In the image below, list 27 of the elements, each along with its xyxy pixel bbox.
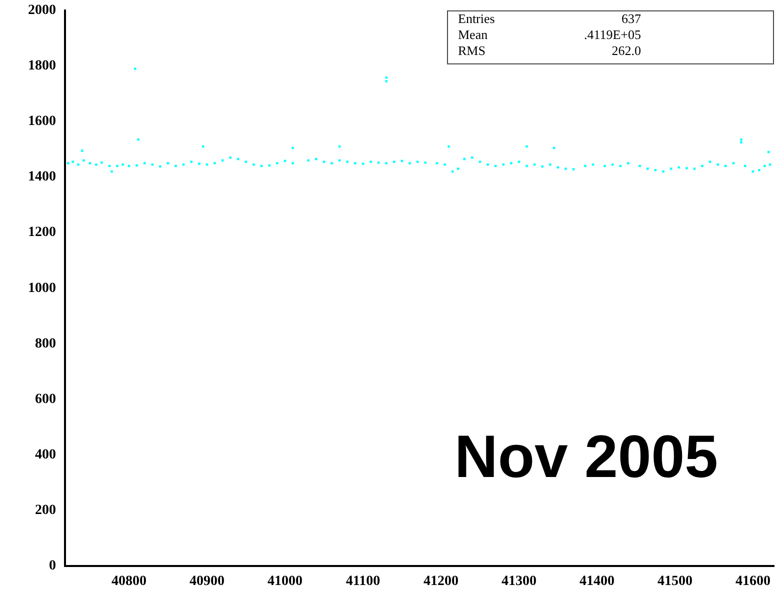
y-tick-label: 400 <box>35 447 56 462</box>
y-tick-label: 1600 <box>28 114 56 130</box>
annotation: 262.0 <box>612 42 641 58</box>
y-tick-label: 1000 <box>28 280 56 296</box>
x-tick-label: 40800 <box>111 574 146 590</box>
annotation: RMS <box>458 42 486 58</box>
y-tick-label: 600 <box>35 392 56 407</box>
annotation: Entries <box>458 10 495 26</box>
annotation: .4119E+05 <box>584 26 641 42</box>
x-tick-label: 41300 <box>501 574 536 590</box>
annotation: Nov 2005 <box>454 423 718 490</box>
y-tick-label: 1800 <box>28 58 56 74</box>
x-tick-label: 41000 <box>267 574 302 590</box>
x-tick-label: 41500 <box>657 574 692 590</box>
y-tick-label: 200 <box>35 503 56 518</box>
x-tick-label: 41100 <box>346 574 380 590</box>
x-tick-label: 41200 <box>423 574 458 590</box>
x-tick-label: 41600 <box>735 574 770 590</box>
annotation: Mean <box>458 26 488 42</box>
x-tick-label: 41400 <box>579 574 614 590</box>
y-tick-label: 1200 <box>28 225 56 240</box>
y-tick-label: 800 <box>35 336 56 352</box>
y-tick-label: 1400 <box>28 170 56 185</box>
y-tick-label: 2000 <box>28 3 56 18</box>
x-tick-label: 40900 <box>189 574 224 590</box>
annotation: 637 <box>622 10 642 26</box>
y-tick-label: 0 <box>49 558 56 574</box>
